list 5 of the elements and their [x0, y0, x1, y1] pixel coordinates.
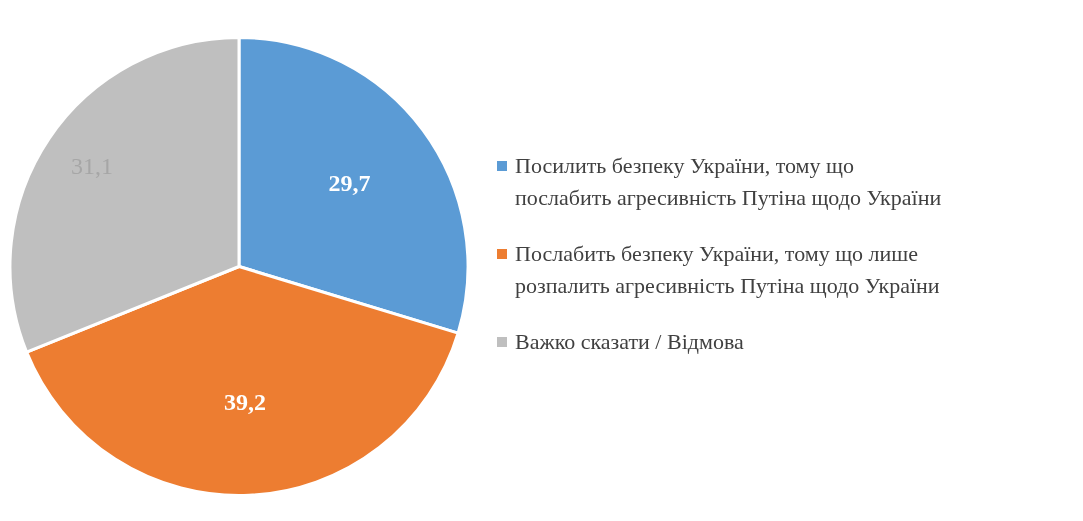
data-label: 39,2 — [224, 388, 267, 415]
legend-label: Посилить безпеку України, тому що послабить агресивність Путіна щодо України — [515, 152, 942, 212]
legend-label: Послабить безпеку України, тому що лише розпалить агресивність Путіна щодо України — [515, 239, 940, 300]
data-label: 29,7 — [328, 169, 371, 196]
legend-label: Важко сказати / Відмова — [515, 327, 744, 356]
